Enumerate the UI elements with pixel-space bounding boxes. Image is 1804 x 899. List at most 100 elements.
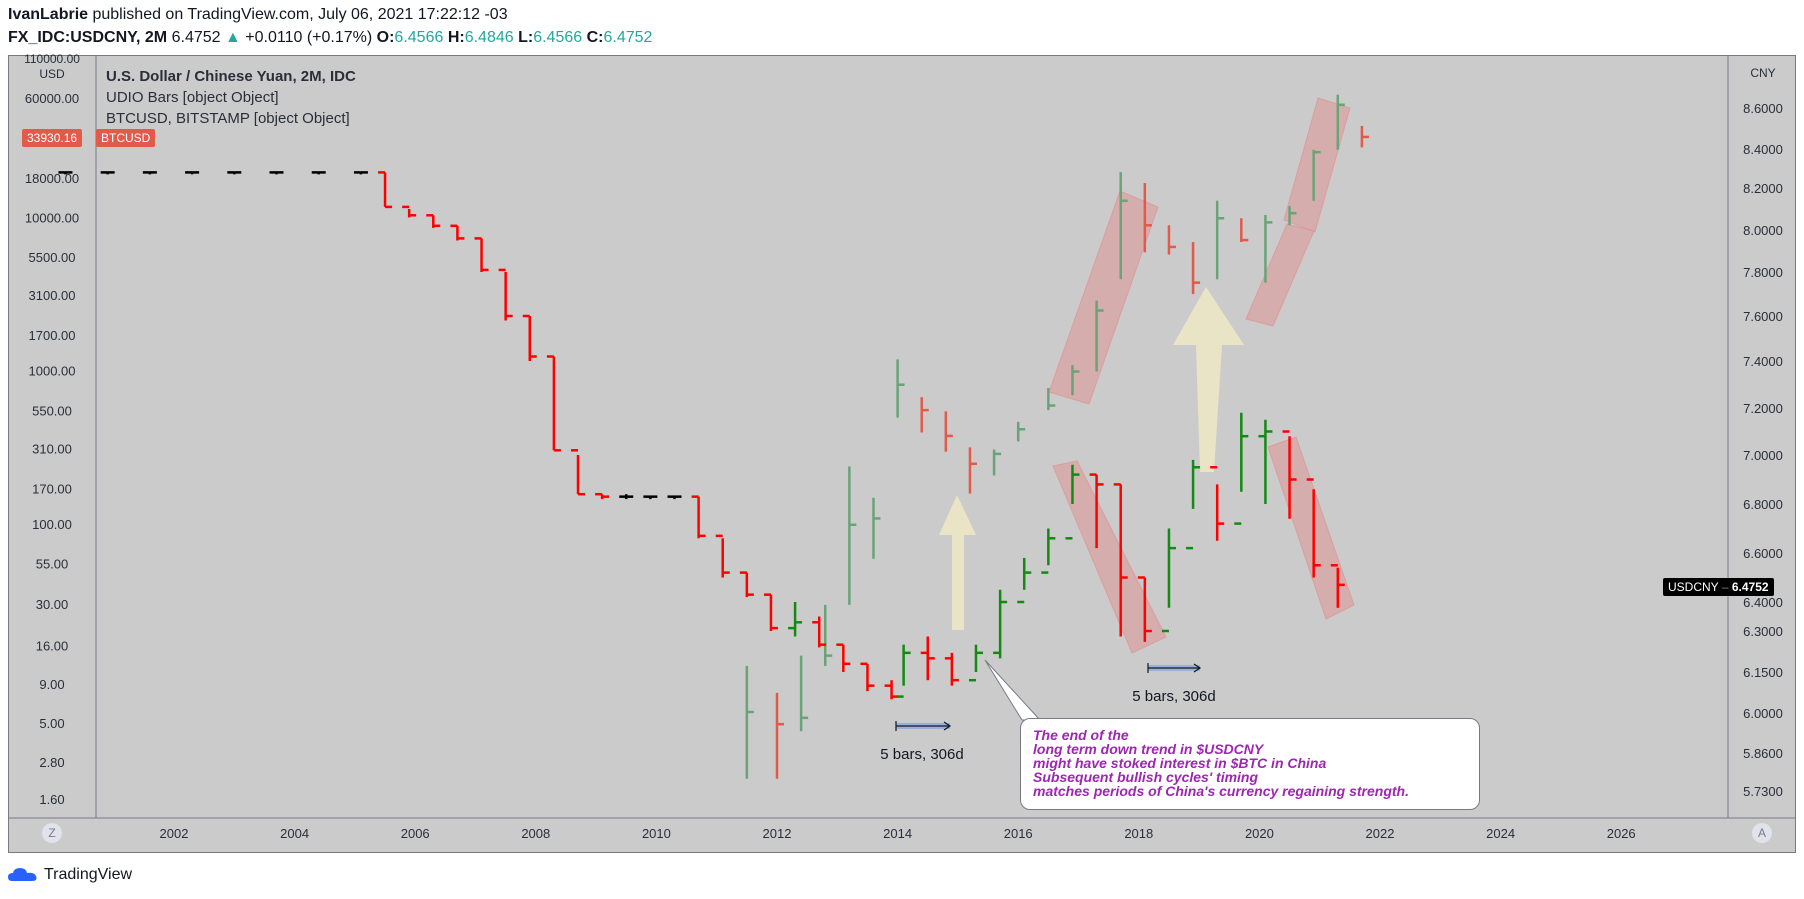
dash-separator: –	[1721, 580, 1729, 594]
close-label: C:	[586, 29, 604, 46]
right-tick-label: 5.7300	[1743, 784, 1783, 799]
btc-price-badge: 33930.16	[22, 129, 83, 147]
usdcny-symbol-badge: USDCNY – 6.4752	[1663, 578, 1774, 596]
callout-box[interactable]: The end of the long term down trend in $…	[1020, 718, 1480, 810]
zoom-reset-button[interactable]: Z	[42, 823, 62, 843]
legend-line-1[interactable]: UDIO Bars [object Object]	[106, 89, 279, 106]
left-tick-label: 5500.00	[29, 250, 76, 265]
left-tick-label: 18000.00	[25, 171, 79, 186]
x-axis-ticks: 2002 2004 2006 2008 2010 2012 2014 2016 2018 2020…	[160, 826, 1636, 841]
left-tick-label: 5.00	[39, 716, 64, 731]
trend-channel	[1048, 190, 1159, 405]
price-change: +0.0110 (+0.17%)	[245, 29, 373, 46]
last-price: 6.4752	[171, 29, 221, 46]
trend-channel	[1245, 223, 1315, 327]
right-tick-label: 8.2000	[1743, 181, 1783, 196]
left-tick-label: 10000.00	[25, 210, 79, 225]
callout-line-5: matches periods of China's currency rega…	[1033, 783, 1409, 799]
x-tick-label: 2012	[763, 826, 792, 841]
x-tick-label: 2006	[401, 826, 430, 841]
btc-symbol-badge: BTCUSD	[96, 129, 156, 147]
low-label: L:	[518, 29, 534, 46]
x-tick-label: 2024	[1486, 826, 1515, 841]
cloud-icon	[8, 868, 37, 881]
publish-info: IvanLabrie published on TradingView.com,…	[8, 6, 508, 24]
x-tick-label: 2010	[642, 826, 671, 841]
left-axis-unit: USD	[39, 67, 65, 81]
right-tick-label: 6.4000	[1743, 595, 1783, 610]
left-tick-label: 170.00	[32, 481, 72, 496]
left-tick-label: 550.00	[32, 403, 72, 418]
right-tick-label: 8.0000	[1743, 223, 1783, 238]
right-tick-label: 8.6000	[1743, 101, 1783, 116]
range-label: 5 bars, 306d	[880, 746, 963, 763]
callout-line-4: Subsequent bullish cycles' timing	[1033, 769, 1259, 785]
x-tick-label: 2014	[883, 826, 912, 841]
auto-scale-button[interactable]: A	[1752, 823, 1772, 843]
up-arrow-annotation	[939, 495, 976, 630]
up-arrow-annotation	[1173, 287, 1244, 472]
usdcny-symbol: USDCNY	[1668, 580, 1719, 594]
brand-name: TradingView	[44, 866, 133, 883]
legend-line-2[interactable]: BTCUSD, BITSTAMP [object Object]	[106, 110, 350, 127]
high-label: H:	[447, 29, 465, 46]
left-axis-top-label: 110000.00	[24, 52, 80, 66]
callout-line-1: The end of the	[1033, 727, 1129, 743]
x-tick-label: 2008	[521, 826, 550, 841]
callout-line-2: long term down trend in $USDCNY	[1033, 741, 1264, 757]
x-tick-label: 2022	[1366, 826, 1395, 841]
right-tick-label: 6.6000	[1743, 546, 1783, 561]
up-triangle-icon: ▲	[224, 29, 241, 46]
left-tick-label: 100.00	[32, 517, 72, 532]
publish-date: published on TradingView.com, July 06, 2…	[92, 6, 508, 23]
usdcny-price: 6.4752	[1731, 580, 1769, 594]
right-axis-unit: CNY	[1750, 66, 1775, 80]
left-tick-label: 30.00	[36, 597, 69, 612]
tradingview-logo[interactable]: TradingView	[8, 866, 132, 884]
right-tick-label: 7.8000	[1743, 265, 1783, 280]
right-tick-label: 7.0000	[1743, 448, 1783, 463]
left-tick-label: 310.00	[32, 441, 72, 456]
arrow-annotations	[939, 287, 1244, 630]
btcusd-bars	[745, 94, 1369, 779]
range-label: 5 bars, 306d	[1132, 688, 1215, 705]
chart-frame[interactable]	[8, 55, 1796, 853]
right-tick-label: 6.1500	[1743, 665, 1783, 680]
trend-channels	[1048, 97, 1355, 654]
right-tick-label: 7.6000	[1743, 309, 1783, 324]
x-tick-label: 2018	[1124, 826, 1153, 841]
right-tick-label: 6.0000	[1743, 706, 1783, 721]
close-value: 6.4752	[603, 29, 653, 46]
callout-line-3: might have stoked interest in $BTC in Ch…	[1033, 755, 1327, 771]
left-tick-label: 1.60	[39, 792, 64, 807]
range-arrow-icon	[943, 721, 952, 731]
open-label: O:	[376, 29, 395, 46]
left-tick-label: 16.00	[36, 639, 69, 654]
low-value: 6.4566	[533, 29, 583, 46]
right-tick-label: 5.8600	[1743, 746, 1783, 761]
legend-title: U.S. Dollar / Chinese Yuan, 2M, IDC	[106, 68, 356, 85]
right-tick-label: 8.4000	[1743, 142, 1783, 157]
left-tick-label: 60000.00	[25, 91, 79, 106]
ohlc-readout: FX_IDC:USDCNY, 2M 6.4752 ▲ +0.0110 (+0.1…	[8, 29, 652, 47]
right-tick-label: 6.8000	[1743, 497, 1783, 512]
open-value: 6.4566	[394, 29, 444, 46]
chart-legend: U.S. Dollar / Chinese Yuan, 2M, IDC UDIO…	[106, 66, 356, 129]
left-tick-label: 9.00	[39, 677, 64, 692]
range-arrow-icon	[1193, 663, 1202, 673]
right-tick-label: 7.4000	[1743, 354, 1783, 369]
high-value: 6.4846	[464, 29, 514, 46]
left-tick-label: 2.80	[39, 755, 64, 770]
left-tick-label: 3100.00	[29, 288, 76, 303]
author-name[interactable]: IvanLabrie	[8, 6, 89, 23]
x-tick-label: 2026	[1607, 826, 1636, 841]
symbol-label: FX_IDC:USDCNY, 2M	[8, 29, 168, 46]
callout-pointer	[984, 659, 1042, 721]
left-tick-label: 1700.00	[29, 328, 76, 343]
trend-channel	[1052, 460, 1167, 654]
x-tick-label: 2016	[1004, 826, 1033, 841]
right-axis-ticks: 8.6000 8.4000 8.2000 8.0000 7.8000 7.6000 7.40…	[1743, 101, 1783, 799]
x-tick-label: 2020	[1245, 826, 1274, 841]
x-tick-label: 2002	[160, 826, 189, 841]
